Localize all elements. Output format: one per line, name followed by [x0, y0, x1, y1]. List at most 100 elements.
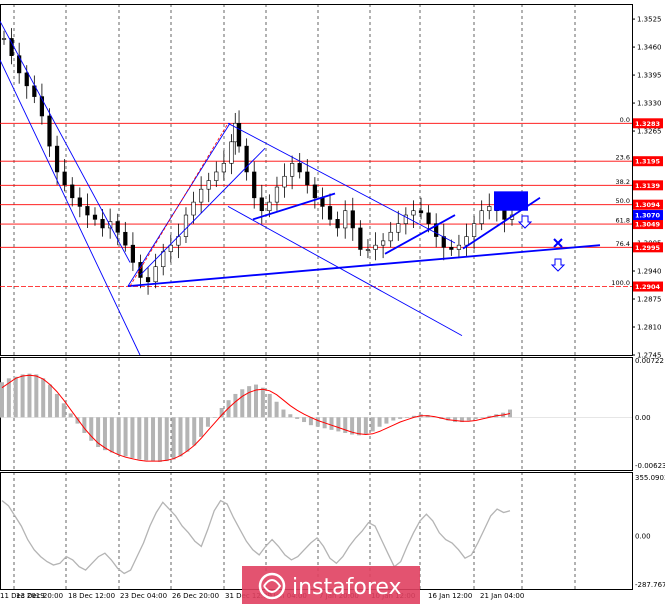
candle — [17, 55, 22, 74]
macd-bar — [137, 417, 142, 460]
watermark: instaforex — [242, 566, 420, 604]
candle — [183, 214, 189, 237]
fib-ratio-label: 76.4 — [616, 240, 630, 248]
macd-bar — [480, 417, 485, 418]
macd-tick-label: -0.00623 — [635, 462, 665, 470]
candle — [396, 223, 401, 233]
macd-bar — [205, 417, 210, 427]
down-arrow-icon — [550, 258, 566, 272]
fib-price-tag — [633, 199, 663, 210]
fib-price-tag — [633, 219, 663, 230]
candle — [24, 72, 29, 87]
candle — [100, 219, 105, 229]
macd-bar — [54, 393, 59, 418]
candle — [358, 227, 363, 250]
macd-bar — [157, 417, 162, 462]
macd-panel — [0, 373, 632, 462]
macd-bar — [233, 393, 238, 418]
down-arrow-shape — [517, 215, 533, 229]
date-tick-label: 23 Dec 04:00 — [120, 592, 167, 600]
cci-panel — [1, 499, 511, 575]
candle — [381, 240, 386, 246]
trend-line — [384, 214, 456, 255]
candle — [411, 210, 416, 216]
macd-bar — [453, 417, 458, 423]
candle — [145, 277, 151, 283]
macd-bar — [151, 417, 156, 462]
macd-bar — [405, 417, 410, 418]
macd-bar — [226, 400, 231, 418]
candle — [62, 171, 67, 186]
candle — [479, 210, 484, 224]
macd-bar — [178, 417, 183, 457]
macd-bar — [267, 393, 272, 418]
candle — [123, 231, 128, 246]
candle — [282, 175, 287, 188]
watermark-logo-icon — [258, 572, 286, 600]
macd-bar — [116, 417, 121, 455]
cci-tick-label: 355.0903 — [635, 474, 665, 482]
panel-border — [0, 4, 633, 356]
candle — [274, 186, 280, 203]
macd-bar — [212, 417, 217, 418]
candle — [487, 206, 492, 212]
candle — [70, 184, 75, 199]
candle — [403, 214, 408, 224]
price-panel: 0.0 23.6 38.2 50.0 61.8 76.4 100.0 — [0, 21, 632, 356]
macd-bar — [274, 401, 279, 418]
trend-line — [0, 59, 141, 356]
macd-bar — [171, 417, 176, 460]
fib-ratio-label: 100.0 — [611, 279, 630, 287]
fib-base-line — [129, 123, 229, 287]
macd-bar — [398, 417, 403, 419]
macd-bar — [164, 417, 169, 462]
macd-tick-label: 0.00 — [635, 414, 651, 422]
grid — [0, 4, 633, 590]
date-tick-label: 21 Jan 04:00 — [480, 592, 524, 600]
candle — [85, 206, 90, 216]
candle — [320, 197, 325, 207]
watermark-text: instaforex — [292, 575, 402, 600]
fib-ratio-label: 0.0 — [620, 116, 630, 124]
target-box — [494, 191, 528, 211]
price-tick-label: 1.3395 — [637, 72, 662, 80]
macd-bar — [6, 378, 11, 418]
current-price-label: 1.3070 — [635, 212, 661, 220]
macd-bar — [247, 386, 252, 418]
fib-ratio-label: 50.0 — [616, 197, 630, 205]
date-tick-label: 16 Jan 12:00 — [428, 592, 472, 600]
cci-tick-label: 0.00 — [635, 533, 651, 541]
macd-bar — [363, 417, 368, 435]
candle — [47, 115, 52, 147]
macd-bar — [96, 417, 101, 448]
macd-bar — [466, 417, 471, 421]
macd-bar — [487, 415, 492, 418]
macd-bar — [336, 417, 341, 432]
candle — [168, 244, 173, 252]
macd-bar — [102, 417, 107, 451]
candle — [115, 221, 120, 233]
price-tick-label: 1.2745 — [637, 352, 662, 360]
candle — [418, 210, 424, 214]
fib-price-tag — [633, 281, 663, 292]
fib-price-label: 1.3094 — [635, 201, 661, 209]
candle — [221, 163, 226, 173]
macd-bar — [34, 374, 39, 418]
current-price-tag — [633, 210, 663, 221]
macd-bar — [384, 417, 389, 424]
macd-bar — [343, 417, 348, 433]
cci-tick-label: -287.767 — [635, 581, 665, 589]
macd-bar — [254, 384, 258, 418]
price-tick-label: 1.2875 — [637, 296, 662, 304]
macd-bar — [48, 384, 53, 418]
candle — [206, 180, 211, 190]
date-tick-label: 13 Dec 20:00 — [16, 592, 63, 600]
macd-bar — [219, 407, 224, 418]
fib-price-label: 1.2904 — [635, 283, 661, 291]
macd-bar — [41, 378, 46, 418]
fib-price-tag — [633, 156, 663, 167]
candle — [373, 244, 378, 250]
candle — [297, 163, 302, 173]
trend-line — [139, 147, 266, 276]
